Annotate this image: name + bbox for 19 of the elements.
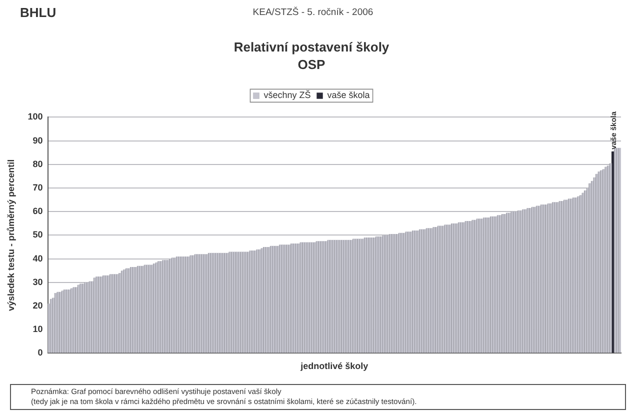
chart-subtitle: OSP	[298, 56, 326, 72]
y-tick-label: 10	[32, 324, 43, 334]
y-tick-label: 20	[32, 300, 43, 310]
y-axis-title: výsledek testu - průměrný percentil	[6, 159, 16, 311]
y-tick-label: 50	[32, 230, 43, 240]
text: KEA/STZŠ - 5. ročník - 2006	[252, 7, 374, 18]
y-tick-label: 60	[32, 206, 43, 216]
y-tick-label: 0	[38, 348, 43, 358]
y-tick-label: 90	[32, 135, 43, 146]
x-axis-title: jednotlivé školy	[300, 361, 368, 372]
y-tick-label: 100	[28, 112, 43, 122]
chart-title: Relativní postavení školy	[234, 39, 390, 54]
y-tick-label: 40	[32, 253, 43, 264]
y-tick-label: 70	[32, 182, 43, 192]
y-tick-label: 30	[32, 276, 43, 287]
legend-label: vaše škola	[327, 90, 370, 100]
text: BHLU	[20, 5, 56, 20]
y-tick-label: 80	[32, 158, 43, 169]
legend-label: všechny ZŠ	[264, 90, 311, 100]
